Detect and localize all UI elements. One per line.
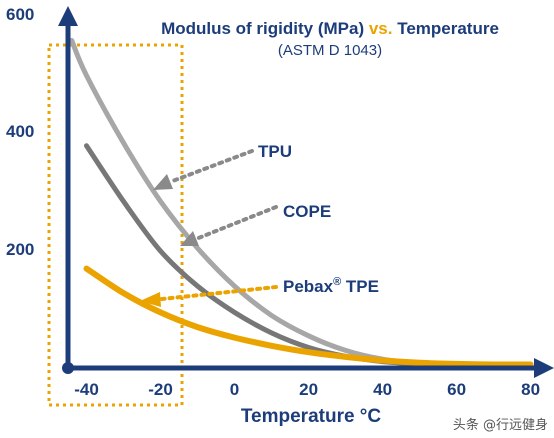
tpu-callout-arrow-icon [153, 174, 173, 190]
series-label-tpu: TPU [258, 142, 292, 161]
cope-callout-line [194, 205, 278, 241]
origin-dot [62, 362, 74, 374]
chart-subtitle: (ASTM D 1043) [278, 42, 382, 59]
chart-title-vs: vs. [369, 19, 393, 38]
series-line-pebax [83, 265, 534, 368]
series-layer [69, 37, 534, 369]
y-tick-200: 200 [6, 240, 34, 259]
y-tick-400: 400 [6, 122, 34, 141]
x-tick-neg40: -40 [74, 380, 99, 399]
y-axis-arrow-icon [58, 6, 78, 26]
x-tick-40: 40 [373, 380, 392, 399]
x-tick-20: 20 [299, 380, 318, 399]
watermark: 头条 @行远健身 [453, 417, 548, 433]
pebax-callout-arrow-icon [140, 292, 161, 307]
tpu-callout-line [168, 149, 254, 184]
series-label-pebax-main: Pebax [283, 277, 334, 296]
x-tick-0: 0 [230, 380, 239, 399]
series-label-pebax: Pebax® TPE [283, 276, 379, 296]
x-tick-60: 60 [447, 380, 466, 399]
series-label-cope: COPE [283, 202, 331, 221]
series-label-pebax-sup: ® [333, 276, 341, 288]
x-tick-80: 80 [521, 380, 540, 399]
x-tick-layer: -40 -20 0 20 40 60 80 [74, 380, 540, 399]
chart-title: Modulus of rigidity (MPa) vs. Temperatur… [161, 19, 499, 38]
x-axis-arrow-icon [534, 358, 554, 378]
chart-title-part1: Modulus of rigidity (MPa) [161, 19, 369, 38]
x-tick-neg20: -20 [148, 380, 173, 399]
series-line-cope [84, 143, 534, 369]
x-axis-title: Temperature °C [241, 406, 382, 427]
highlight-box [47, 43, 184, 407]
y-tick-600: 600 [6, 5, 34, 24]
series-label-pebax-tail: TPE [341, 277, 379, 296]
cope-callout-arrow-icon [180, 231, 199, 246]
pebax-callout-line [160, 285, 278, 301]
chart-title-part3: Temperature [392, 19, 498, 38]
